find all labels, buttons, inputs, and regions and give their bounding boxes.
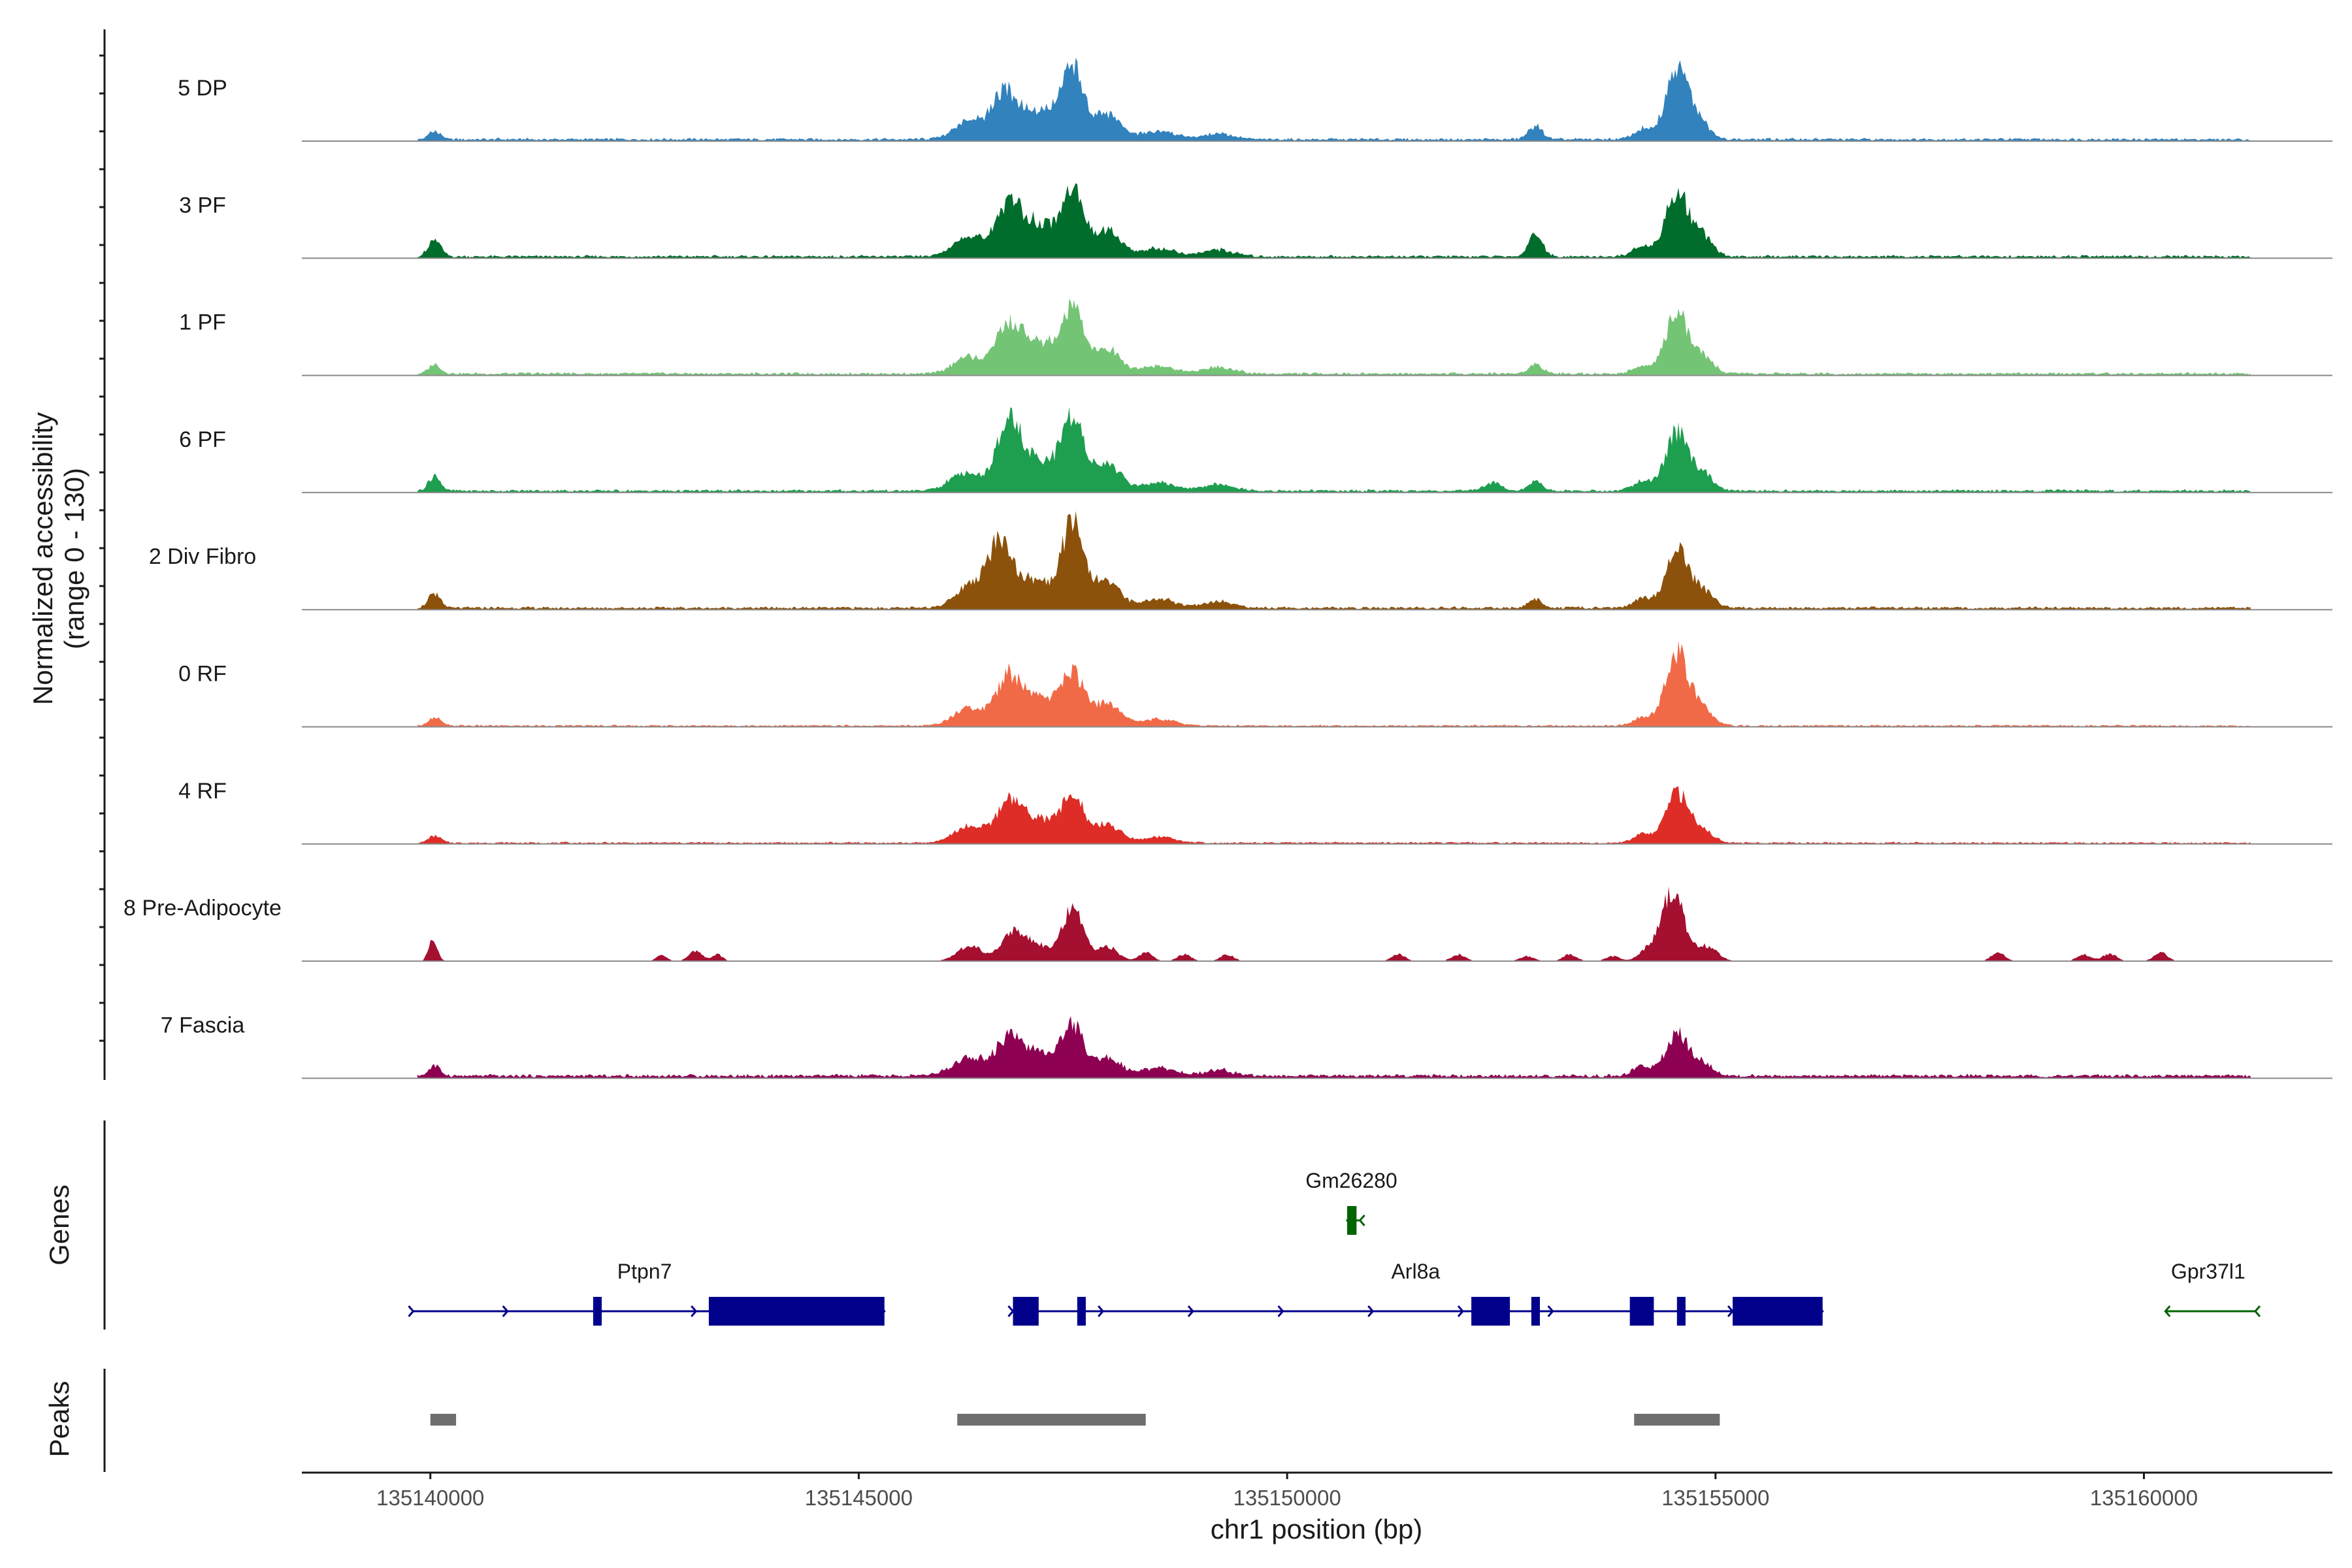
track-label: 3 PF (179, 193, 226, 218)
track-label: 0 RF (178, 662, 227, 687)
x-tick-label: 135155000 (1661, 1486, 1769, 1510)
gene-label: Ptpn7 (617, 1260, 672, 1283)
coverage-area (417, 511, 2251, 610)
y-axis-title-line1: Normalized accessibility (27, 412, 58, 705)
gene-model: Gm26280 (1305, 1169, 1397, 1235)
gene-label: Gpr37l1 (2171, 1260, 2246, 1283)
coverage-track: 7 Fascia (161, 1013, 2332, 1079)
coverage-area (417, 299, 2251, 376)
gene-model: Ptpn7 (408, 1260, 886, 1326)
strand-arrow-icon (1277, 1305, 1284, 1317)
coverage-area (417, 786, 2251, 844)
gene-annotation-panel: Ptpn7 Arl8a Gm26280 Gpr37l1 (408, 1169, 2261, 1326)
peak-region-bar (1634, 1414, 1720, 1426)
gene-label: Arl8a (1391, 1260, 1440, 1283)
coverage-track: 5 DP (178, 57, 2332, 142)
gene-exon (1471, 1297, 1511, 1326)
coverage-track: 1 PF (179, 299, 2332, 376)
gene-exon (1733, 1297, 1823, 1326)
strand-arrow-icon (691, 1305, 698, 1317)
strand-arrow-icon (2253, 1305, 2261, 1317)
gene-exon (1676, 1297, 1686, 1326)
coverage-tracks: 5 DP 3 PF 1 PF 6 PF 2 Div Fibro 0 RF 4 RF 8 Pre… (123, 57, 2332, 1079)
track-label: 1 PF (179, 310, 226, 335)
track-label: 5 DP (178, 76, 227, 101)
genes-panel-title: Genes (44, 1184, 74, 1266)
coverage-area (417, 640, 2251, 727)
strand-arrow-icon (408, 1305, 415, 1317)
gene-exon (1347, 1206, 1357, 1235)
gene-exon (593, 1297, 602, 1326)
strand-arrow-icon (2164, 1305, 2171, 1317)
strand-arrow-icon (1187, 1305, 1194, 1317)
x-tick-label: 135150000 (1233, 1486, 1341, 1510)
peak-region-bar (957, 1414, 1146, 1426)
x-axis-title: chr1 position (bp) (1211, 1514, 1423, 1544)
track-label: 4 RF (178, 779, 227, 804)
coverage-area (417, 406, 2251, 493)
gene-exon (1531, 1297, 1540, 1326)
x-axis: 135140000 135145000 135150000 135155000 1351… (99, 29, 2332, 1510)
gene-label: Gm26280 (1305, 1169, 1397, 1192)
peak-annotation-panel (430, 1414, 1720, 1426)
y-axis-title-line2: (range 0 - 130) (59, 468, 90, 649)
coverage-track: 4 RF (178, 779, 2332, 845)
gene-exon (1077, 1297, 1086, 1326)
gene-model: Gpr37l1 (2164, 1260, 2261, 1317)
coverage-area (417, 886, 2251, 962)
x-tick-label: 135160000 (2090, 1486, 2198, 1510)
x-tick-label: 135140000 (376, 1486, 484, 1510)
coverage-track: 2 Div Fibro (149, 511, 2332, 611)
track-label: 6 PF (179, 427, 226, 452)
strand-arrow-icon (1358, 1215, 1365, 1226)
coverage-track: 6 PF (179, 406, 2332, 493)
coverage-track: 3 PF (179, 183, 2332, 259)
x-tick-label: 135145000 (805, 1486, 913, 1510)
gene-model: Arl8a (1007, 1260, 1824, 1326)
strand-arrow-icon (1098, 1305, 1105, 1317)
coverage-track: 8 Pre-Adipocyte (123, 886, 2332, 962)
peaks-panel-title: Peaks (44, 1381, 74, 1458)
track-label: 8 Pre-Adipocyte (123, 896, 282, 921)
strand-arrow-icon (1457, 1305, 1464, 1317)
coverage-area (417, 183, 2251, 259)
peak-region-bar (430, 1414, 457, 1426)
coverage-area (417, 57, 2251, 141)
coverage-area (417, 1016, 2251, 1079)
gene-exon (708, 1297, 885, 1326)
strand-arrow-icon (502, 1305, 509, 1317)
track-label: 2 Div Fibro (149, 544, 256, 569)
strand-arrow-icon (1007, 1305, 1015, 1317)
track-label: 7 Fascia (161, 1013, 245, 1037)
coverage-track: 0 RF (178, 640, 2332, 728)
gene-exon (1013, 1297, 1039, 1326)
strand-arrow-icon (1547, 1305, 1554, 1317)
strand-arrow-icon (1367, 1305, 1375, 1317)
gene-exon (1629, 1297, 1654, 1326)
